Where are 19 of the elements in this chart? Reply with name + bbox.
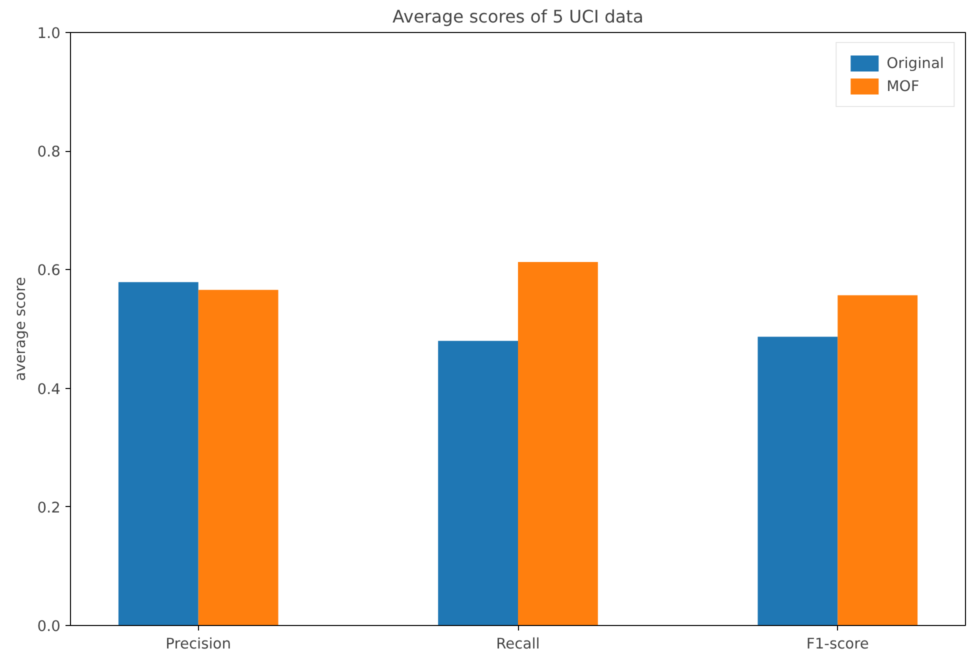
legend-label: MOF [886,78,920,94]
legend-label: Original [886,54,944,72]
bar [118,282,198,626]
y-tick-label: 0.6 [37,262,61,280]
x-tick-label: F1-score [806,636,869,652]
bar [198,290,278,626]
x-tick-label: Precision [166,636,232,652]
bar [758,336,838,626]
chart-title: Average scores of 5 UCI data [392,8,644,28]
bar [518,262,598,626]
y-tick-label: 0.4 [37,380,61,398]
bar [838,295,918,626]
bar [438,340,518,626]
y-axis-title: average score [12,276,30,382]
y-tick-label: 0.0 [37,618,61,635]
y-tick-label: 0.2 [37,499,61,516]
y-tick-label: 0.8 [37,144,61,161]
y-tick-label: 1.0 [37,25,61,42]
x-tick-label: Recall [496,636,540,652]
